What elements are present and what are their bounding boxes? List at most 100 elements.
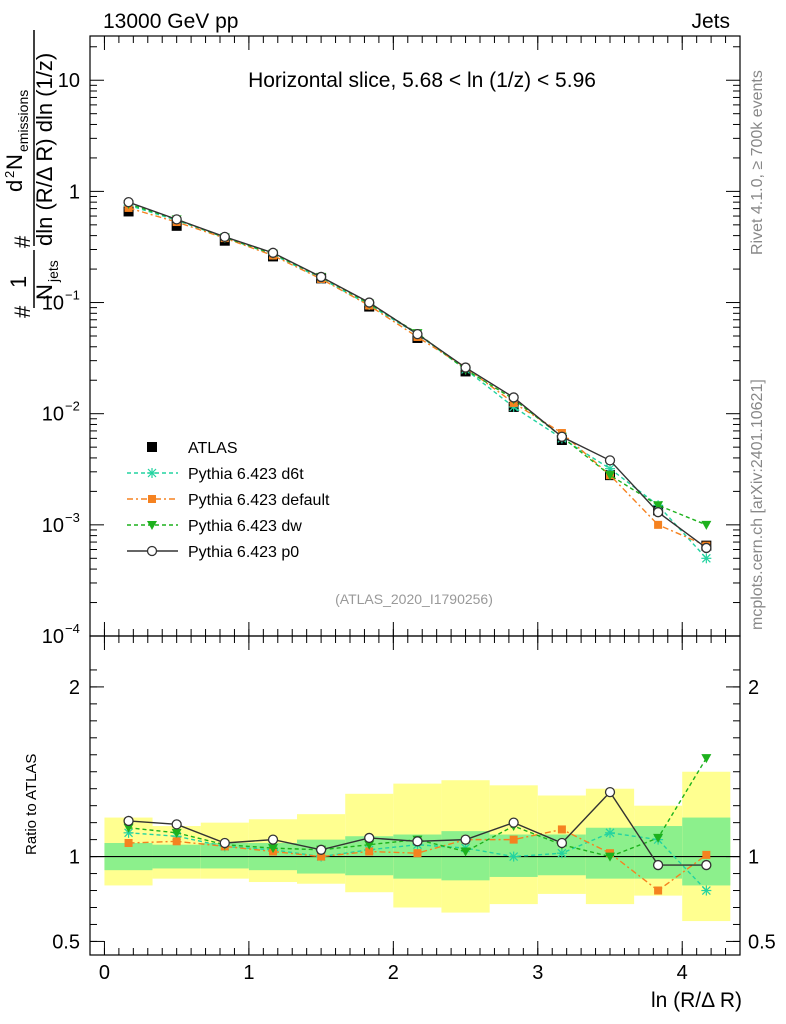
mcplots-label: mcplots.cern.ch [arXiv:2401.10621] xyxy=(749,379,766,630)
atlas-data-point xyxy=(147,442,157,452)
p0-marker xyxy=(652,859,664,871)
legend-label-p0: Pythia 6.423 p0 xyxy=(188,544,299,561)
p0-marker xyxy=(701,859,712,871)
d6t-marker-stroke xyxy=(605,828,615,838)
main-y-tick-exponent: −1 xyxy=(65,288,80,303)
default-marker xyxy=(413,849,422,858)
dw-marker xyxy=(364,840,375,850)
ratio-y-tick-label-left: 0.5 xyxy=(52,931,80,953)
default-marker xyxy=(317,852,326,861)
p0-marker xyxy=(123,815,134,827)
main-y-tick-label: 10 xyxy=(42,293,64,315)
p0-marker xyxy=(364,832,375,844)
p0-marker xyxy=(604,455,616,466)
dw-marker xyxy=(268,844,279,854)
legend-label-d6t: Pythia 6.423 d6t xyxy=(188,466,304,483)
main-y-tick-label: 10 xyxy=(42,515,64,537)
d6t-marker xyxy=(508,851,519,862)
main-y-tick-label: 10 xyxy=(42,626,64,648)
default-marker xyxy=(148,495,156,503)
p0-marker xyxy=(267,834,279,845)
x-tick-label: 2 xyxy=(388,962,399,984)
ratio-y-tick-label-right: 2 xyxy=(748,677,759,699)
d6t-marker xyxy=(605,827,615,838)
dw-marker xyxy=(123,823,134,833)
ratio-y-tick-label-right: 1 xyxy=(748,847,759,869)
dw-marker xyxy=(460,847,471,857)
main-y-axis-label: # 1 N jets # d 2 N emissions dln (R/Δ R)… xyxy=(2,30,61,318)
ratio-series xyxy=(123,754,712,896)
ylabel-one: 1 xyxy=(6,276,31,288)
x-tick-label: 0 xyxy=(99,962,110,984)
d6t-marker xyxy=(556,848,567,859)
p0-marker xyxy=(123,197,134,208)
p0-marker xyxy=(508,392,519,403)
d6t-marker-stroke xyxy=(557,848,567,858)
p0-marker xyxy=(364,297,375,308)
main-y-tick-label: 10 xyxy=(58,70,80,92)
rivet-label: Rivet 4.1.0, ≥ 700k events xyxy=(749,70,766,255)
default-marker xyxy=(557,825,566,834)
main-y-tick-exponent: −2 xyxy=(65,399,80,414)
p0-marker xyxy=(219,837,230,849)
default-marker xyxy=(654,520,663,529)
x-tick-label: 4 xyxy=(677,962,688,984)
p0-marker xyxy=(412,328,423,340)
ratio-y-tick-label-right: 0.5 xyxy=(748,931,776,953)
x-tick-label: 3 xyxy=(532,962,543,984)
d6t-marker-stroke xyxy=(701,886,711,895)
p0-marker xyxy=(556,837,568,849)
ratio-y-tick-label-left: 1 xyxy=(69,847,80,869)
main-panel: Horizontal slice, 5.68 < ln (1/z) < 5.96… xyxy=(2,30,596,607)
analysis-watermark: (ATLAS_2020_I1790256) xyxy=(335,591,493,607)
ylabel-emissions-sub: emissions xyxy=(15,90,31,152)
p0-marker xyxy=(412,836,423,847)
dw-marker xyxy=(701,754,712,764)
p0-series xyxy=(123,197,712,554)
p0-marker xyxy=(315,844,327,855)
energy-label: 13000 GeV pp xyxy=(103,10,238,33)
x-tick-label: 1 xyxy=(243,962,254,984)
ylabel-hash-2: # xyxy=(10,235,35,248)
main-y-tick-exponent: −3 xyxy=(65,510,80,525)
p0-marker xyxy=(460,362,471,373)
default-marker xyxy=(365,847,374,856)
d6t-marker-stroke xyxy=(701,553,711,563)
ylabel-two: 2 xyxy=(2,171,17,178)
dw-marker xyxy=(605,852,615,862)
p0-marker xyxy=(315,271,327,283)
jets-label: Jets xyxy=(691,10,730,33)
ylabel-d: d xyxy=(2,180,27,192)
main-title: Horizontal slice, 5.68 < ln (1/z) < 5.96 xyxy=(248,69,596,92)
d6t-marker-stroke xyxy=(147,468,157,478)
default-marker xyxy=(124,839,133,848)
dw-marker xyxy=(653,501,664,511)
p0-marker xyxy=(171,214,182,225)
p0-marker xyxy=(652,507,664,518)
main-y-tick-label: 10 xyxy=(42,404,64,426)
default-marker xyxy=(702,850,711,859)
dw-marker xyxy=(171,828,182,838)
ylabel-n-emissions: N xyxy=(2,154,27,170)
ratio-frame xyxy=(89,635,741,956)
ylabel-njets: N xyxy=(32,284,57,300)
ylabel-jets-sub: jets xyxy=(45,260,61,283)
d6t-marker xyxy=(147,468,157,478)
default-marker xyxy=(509,835,518,844)
p0-marker xyxy=(604,786,616,798)
d6t-marker xyxy=(701,885,712,896)
legend-label-default: Pythia 6.423 default xyxy=(188,492,330,509)
d6t-marker xyxy=(701,553,712,564)
p0-marker xyxy=(219,231,230,242)
p0-marker xyxy=(267,247,279,258)
default-marker xyxy=(654,886,663,895)
p0-marker xyxy=(701,542,712,554)
ratio-y-tick-label-left: 2 xyxy=(69,677,80,699)
p0-marker xyxy=(146,545,158,557)
main-y-tick-exponent: −4 xyxy=(65,621,80,636)
p0-marker xyxy=(171,819,182,830)
ratio-y-axis-label: Ratio to ATLAS xyxy=(23,754,40,855)
p0-marker xyxy=(508,817,519,828)
x-axis-label: ln (R/Δ R) xyxy=(651,989,742,1012)
